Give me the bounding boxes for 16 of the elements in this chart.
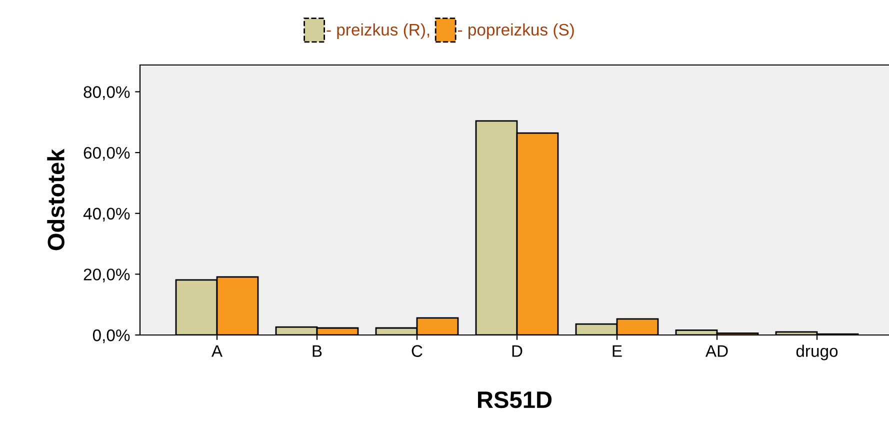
x-tick-label: drugo <box>796 344 838 360</box>
y-tick-label: 0,0% <box>92 329 130 344</box>
legend-label: - preizkus (R), <box>326 23 430 39</box>
y-tick-label: 20,0% <box>84 268 130 282</box>
x-tick-label: AD <box>705 345 728 357</box>
legend-label: - popreizkus (S) <box>458 23 574 39</box>
x-tick-label: C <box>412 345 422 357</box>
x-tick-label: D <box>512 345 522 357</box>
y-tick-label: 60,0% <box>84 146 130 161</box>
y-tick-label: 40,0% <box>83 208 130 222</box>
x-tick-label: A <box>211 345 223 357</box>
y-tick-label: 80,0% <box>84 86 130 100</box>
x-tick-label: B <box>312 345 322 357</box>
y-axis-title: Odstotek <box>47 148 64 250</box>
x-tick-label: E <box>612 345 622 357</box>
x-axis-title: RS51D <box>478 391 552 408</box>
